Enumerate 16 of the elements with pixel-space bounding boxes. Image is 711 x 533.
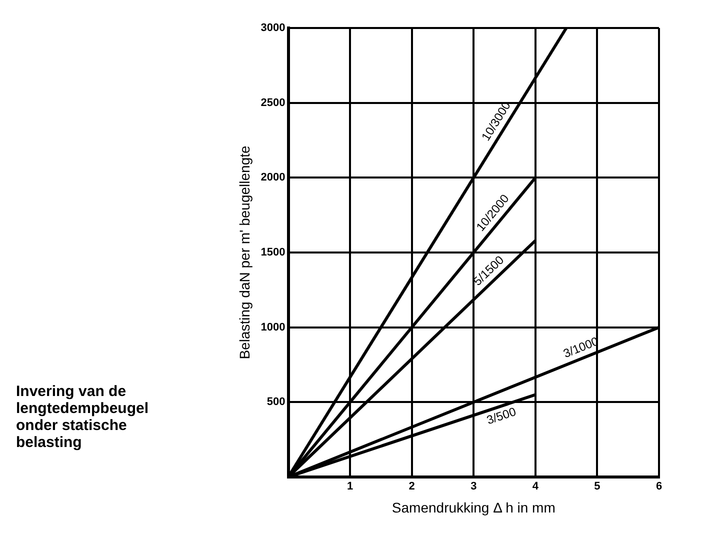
- y-tick-label: 2000: [260, 172, 286, 184]
- y-tick-label: 500: [266, 396, 286, 408]
- x-axis-title: Samendrukking Δ h in mm: [392, 499, 556, 516]
- y-tick-label: 1500: [260, 246, 286, 259]
- y-tick-label: 2500: [260, 96, 286, 109]
- x-tick-label: 6: [656, 480, 662, 493]
- x-tick-label: 4: [532, 480, 540, 493]
- text: Invering van de lengtedempbeugel onder statische belasting: [16, 383, 150, 451]
- y-tick-label: 1000: [260, 321, 286, 334]
- x-tick-label: 1: [346, 480, 354, 493]
- y-tick-label: 3000: [260, 22, 286, 34]
- x-tick-label: 3: [470, 480, 477, 493]
- x-tick-label: 2: [408, 480, 415, 493]
- text: 3/500: [484, 404, 518, 428]
- x-tick-label: 5: [594, 480, 600, 493]
- y-axis-title: Belasting daN per m' beugellengte: [236, 145, 252, 360]
